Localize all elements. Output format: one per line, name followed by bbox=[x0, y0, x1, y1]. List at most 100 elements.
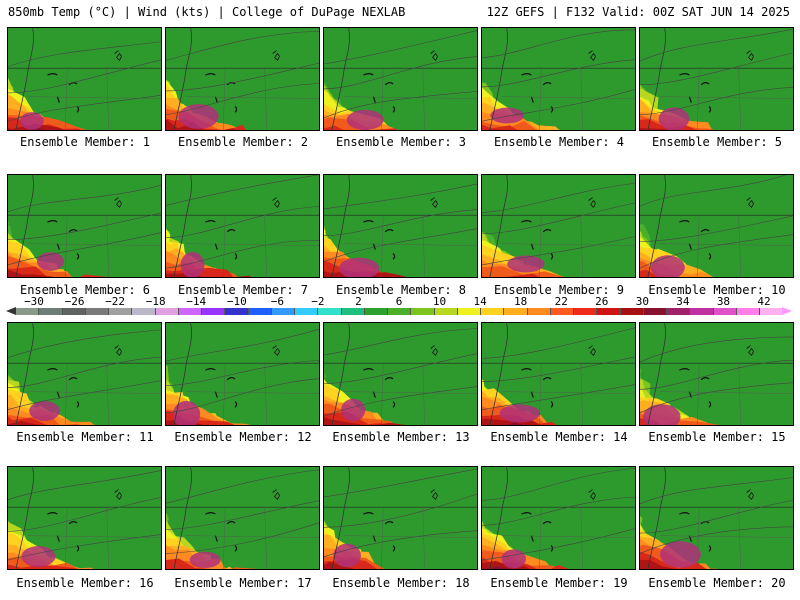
legend-tick-label: −18 bbox=[145, 295, 166, 308]
temperature-band bbox=[324, 417, 406, 425]
state-borders bbox=[27, 215, 161, 277]
lake-outline bbox=[588, 489, 596, 501]
height-contour bbox=[166, 206, 319, 239]
temperature-field-map bbox=[8, 28, 161, 130]
legend-swatch bbox=[318, 308, 342, 315]
legend-swatch bbox=[411, 308, 435, 315]
temperature-field-map bbox=[166, 28, 319, 130]
ensemble-member-panel bbox=[323, 322, 478, 426]
cool-region bbox=[569, 28, 635, 61]
legend-swatch bbox=[527, 308, 551, 315]
height-contour bbox=[8, 497, 161, 532]
state-borders bbox=[27, 68, 161, 130]
state-borders bbox=[343, 507, 477, 569]
legend-swatch bbox=[667, 308, 691, 315]
heat-maximum bbox=[36, 252, 65, 271]
ensemble-member-label: Ensemble Member: 4 bbox=[493, 135, 625, 149]
terrain-feature bbox=[47, 220, 80, 260]
temperature-field-map bbox=[324, 323, 477, 425]
height-contour bbox=[324, 228, 477, 262]
height-contour bbox=[8, 185, 161, 212]
coastline bbox=[489, 323, 508, 425]
height-contour bbox=[166, 83, 319, 115]
temperature-field-map bbox=[482, 28, 635, 130]
heat-maximum bbox=[338, 257, 380, 277]
legend-swatch bbox=[574, 308, 598, 315]
height-contour bbox=[482, 496, 635, 526]
heat-maximum bbox=[346, 109, 384, 130]
legend-swatch bbox=[295, 308, 319, 315]
height-contour bbox=[324, 30, 477, 65]
legend-swatch bbox=[271, 308, 295, 315]
cool-region bbox=[558, 323, 635, 351]
legend-color-bar bbox=[16, 308, 783, 315]
temperature-field-map bbox=[8, 323, 161, 425]
ensemble-member-panel bbox=[7, 466, 162, 570]
lake-outline bbox=[272, 197, 280, 209]
height-contour bbox=[8, 59, 161, 94]
height-contour bbox=[324, 353, 477, 384]
height-contour bbox=[166, 360, 319, 386]
legend-swatch bbox=[225, 308, 249, 315]
ensemble-member-panel bbox=[639, 466, 794, 570]
height-contour bbox=[166, 30, 319, 61]
legend-tick-label: −2 bbox=[311, 295, 325, 308]
lake-outline bbox=[430, 489, 438, 501]
temperature-band bbox=[324, 125, 398, 130]
legend-swatch bbox=[132, 308, 156, 315]
terrain-feature bbox=[521, 73, 554, 113]
height-contour bbox=[166, 62, 319, 92]
legend-swatch bbox=[85, 308, 109, 315]
coastline bbox=[647, 28, 666, 130]
state-borders bbox=[185, 68, 319, 130]
lake-outline bbox=[588, 345, 596, 357]
height-contour bbox=[324, 468, 477, 498]
temperature-field-map bbox=[640, 323, 793, 425]
coastline bbox=[647, 467, 666, 569]
legend-tick-label: 26 bbox=[595, 295, 609, 308]
height-contour bbox=[482, 468, 635, 501]
legend-swatch bbox=[457, 308, 481, 315]
height-contour bbox=[8, 329, 161, 358]
terrain-feature bbox=[679, 368, 712, 408]
heat-maximum bbox=[20, 112, 44, 130]
temperature-band bbox=[640, 127, 669, 130]
lake-outline bbox=[430, 197, 438, 209]
ensemble-member-panel bbox=[639, 27, 794, 131]
temperature-band bbox=[482, 273, 540, 277]
state-borders bbox=[659, 507, 793, 569]
temperature-band bbox=[8, 269, 54, 277]
coastline bbox=[15, 28, 34, 130]
ensemble-member-panel bbox=[323, 27, 478, 131]
legend-tick-label: 18 bbox=[514, 295, 528, 308]
state-borders bbox=[185, 215, 319, 277]
state-borders bbox=[501, 215, 635, 277]
legend-tick-label: 14 bbox=[473, 295, 487, 308]
valid-time-label: 12Z GEFS | F132 Valid: 00Z SAT JUN 14 20… bbox=[486, 5, 790, 19]
state-borders bbox=[27, 507, 161, 569]
lake-outline bbox=[588, 50, 596, 62]
heat-maximum bbox=[659, 541, 701, 568]
terrain-feature bbox=[679, 73, 712, 113]
heat-maximum bbox=[650, 255, 685, 277]
ensemble-member-label: Ensemble Member: 17 bbox=[174, 576, 312, 590]
height-contour bbox=[640, 28, 793, 62]
temperature-field-map bbox=[166, 175, 319, 277]
terrain-feature bbox=[363, 220, 396, 260]
temperature-field-map bbox=[166, 467, 319, 569]
heat-maximum bbox=[341, 398, 366, 422]
ensemble-member-panel bbox=[165, 27, 320, 131]
coastline bbox=[489, 28, 508, 130]
lake-outline bbox=[272, 489, 280, 501]
height-contour bbox=[324, 493, 477, 528]
ensemble-member-panel bbox=[639, 174, 794, 278]
legend-swatch bbox=[39, 308, 63, 315]
cool-region bbox=[721, 323, 793, 358]
state-borders bbox=[185, 363, 319, 425]
height-contour bbox=[640, 359, 793, 390]
terrain-feature bbox=[47, 368, 80, 408]
heat-maximum bbox=[180, 252, 205, 277]
height-contour bbox=[482, 59, 635, 88]
height-contour bbox=[324, 91, 477, 119]
height-contour bbox=[640, 87, 793, 115]
